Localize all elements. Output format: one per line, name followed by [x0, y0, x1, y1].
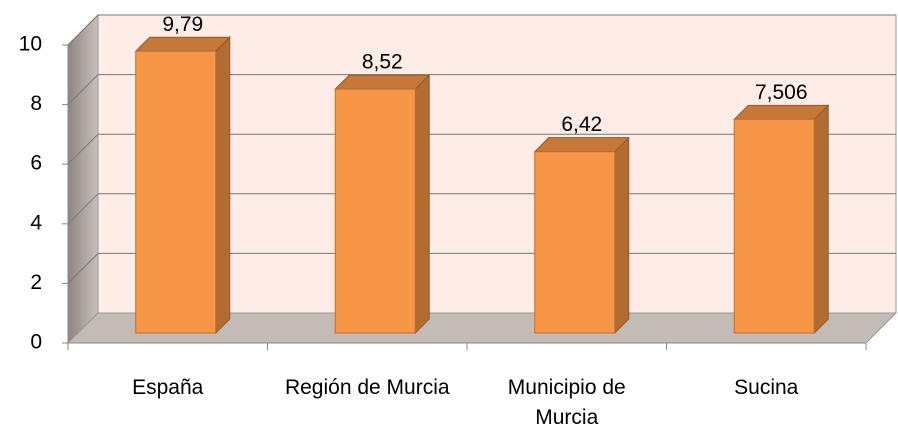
bar-top — [733, 104, 830, 120]
grid-line — [67, 253, 99, 284]
data-label: 6,42 — [561, 113, 602, 136]
bar — [534, 151, 616, 334]
grid-line — [67, 14, 99, 46]
bar-side — [813, 104, 829, 335]
y-tick-label: 6 — [30, 152, 42, 175]
x-tick-label: Sucina — [734, 376, 799, 399]
data-label: 7,506 — [755, 81, 808, 104]
x-tick-label: Municipio de Murcia — [507, 376, 626, 429]
grid-line — [67, 74, 99, 105]
side-wall — [67, 13, 99, 345]
bar-top — [533, 137, 630, 153]
data-label: 8,52 — [362, 51, 403, 74]
bar — [334, 88, 416, 334]
grid-line — [67, 133, 99, 165]
grid-line — [67, 193, 99, 225]
bar-side — [414, 73, 430, 335]
y-tick-label: 8 — [30, 92, 42, 115]
bar-side — [614, 136, 630, 335]
data-label: 9,79 — [162, 13, 203, 36]
y-tick-label: 0 — [30, 331, 42, 354]
y-tick-label: 10 — [19, 33, 42, 56]
bar — [733, 118, 815, 334]
bar-top — [334, 74, 431, 90]
bar-side — [215, 36, 231, 335]
x-tick-label: Región de Murcia — [284, 376, 450, 399]
y-tick-label: 2 — [30, 271, 42, 294]
x-tick-label: España — [132, 376, 204, 399]
bar — [135, 50, 217, 334]
bar-top — [134, 36, 231, 52]
y-tick-label: 4 — [30, 211, 42, 234]
